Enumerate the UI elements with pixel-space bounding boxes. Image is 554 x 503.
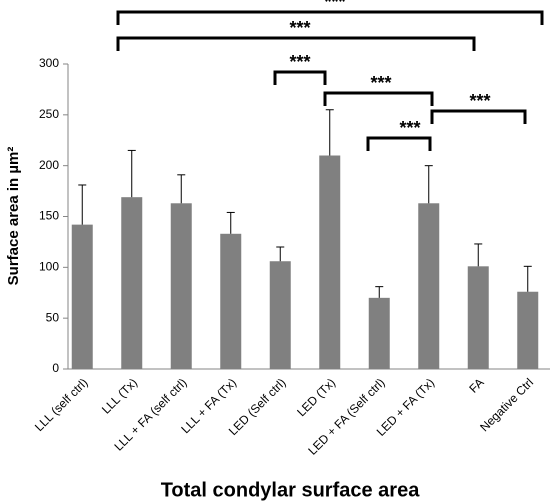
y-axis-title: Surface area in µm² <box>5 147 22 286</box>
bar <box>517 291 539 369</box>
y-tick-label: 150 <box>39 209 59 223</box>
x-axis-title: Total condylar surface area <box>161 479 421 501</box>
x-tick-label: LLL (Tx) <box>99 375 140 416</box>
significance-label: *** <box>289 18 310 38</box>
error-bar <box>177 174 186 204</box>
error-bar <box>424 165 433 204</box>
bar <box>319 155 341 369</box>
significance-bracket <box>116 36 476 51</box>
y-tick-label: 0 <box>52 361 59 375</box>
error-bar <box>127 149 136 198</box>
x-tick-label: LED (Tx) <box>294 375 338 419</box>
y-tick-label: 50 <box>46 310 60 324</box>
bar <box>121 197 143 369</box>
error-bar <box>474 243 483 267</box>
error-bar <box>325 109 334 156</box>
x-tick-label: LLL (self ctrl) <box>32 375 91 434</box>
significance-label: *** <box>370 73 391 93</box>
error-bar <box>375 286 384 298</box>
y-tick-label: 250 <box>39 107 59 121</box>
bar <box>418 203 440 369</box>
significance-bracket <box>366 136 432 151</box>
x-tick-label: FA <box>466 375 486 395</box>
significance-label: *** <box>324 0 345 12</box>
significance-label: *** <box>399 118 420 138</box>
y-tick-label: 100 <box>39 260 59 274</box>
y-tick-label: 300 <box>39 56 59 70</box>
x-tick-label: Negative Ctrl <box>477 375 536 434</box>
bar <box>220 233 242 369</box>
error-bar <box>226 211 235 234</box>
error-bar <box>78 184 87 225</box>
bar <box>269 261 291 369</box>
significance-bracket <box>430 109 527 124</box>
significance-bracket <box>116 10 544 25</box>
significance-bracket <box>323 91 434 106</box>
significance-label: *** <box>289 52 310 72</box>
bar <box>467 266 489 369</box>
bar <box>368 297 390 369</box>
significance-label: *** <box>469 91 490 111</box>
bar <box>170 203 192 369</box>
bar <box>71 224 93 369</box>
significance-bracket <box>273 70 327 85</box>
error-bar <box>523 265 532 292</box>
error-bar <box>276 246 285 262</box>
y-tick-label: 200 <box>39 158 59 172</box>
